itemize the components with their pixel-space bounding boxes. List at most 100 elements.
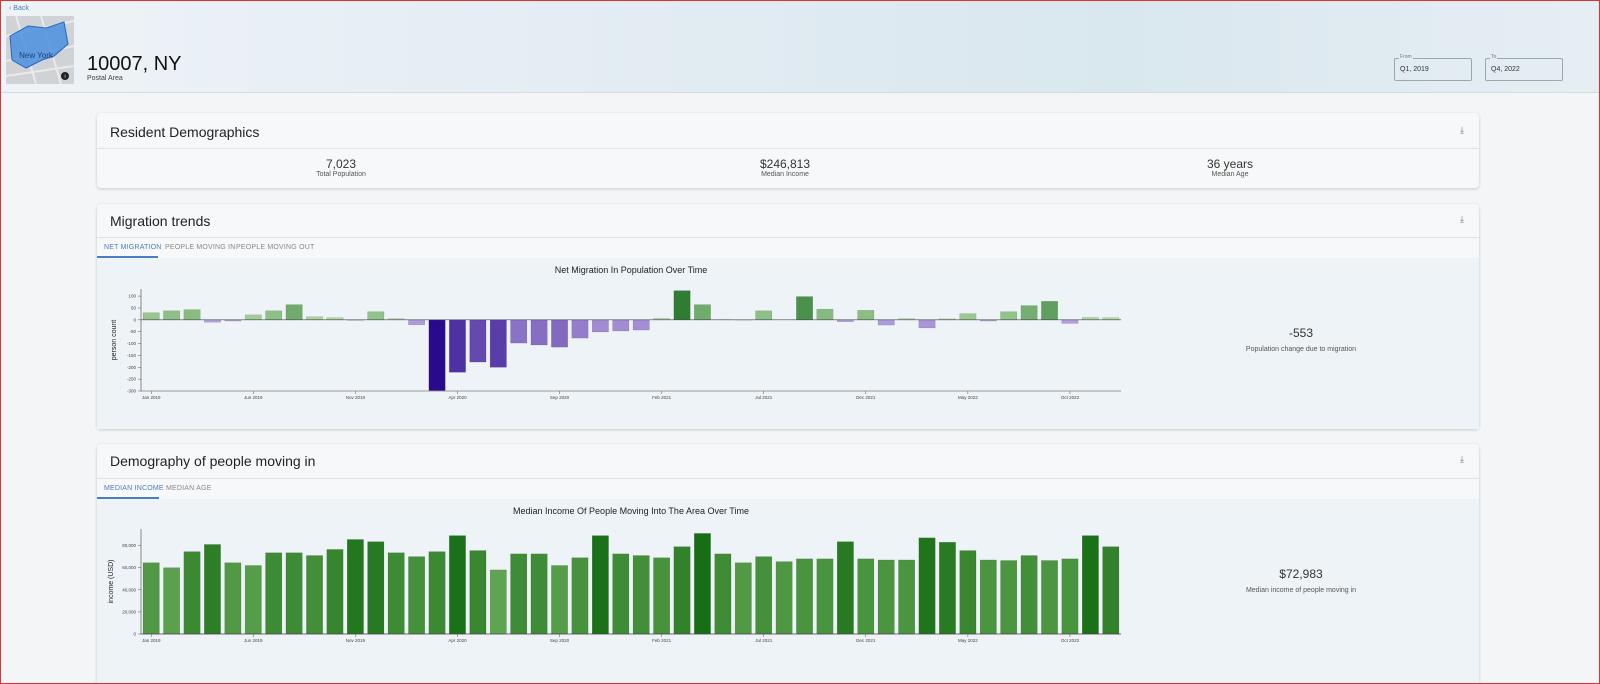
bar bbox=[265, 310, 283, 321]
bar bbox=[959, 550, 977, 635]
download-icon[interactable]: ⤓ bbox=[1460, 125, 1464, 135]
stat-value: $246,813 bbox=[759, 157, 811, 171]
bar bbox=[285, 552, 303, 635]
to-input[interactable]: To Q4, 2022 bbox=[1485, 54, 1563, 81]
x-tick-label: May 2022 bbox=[958, 638, 978, 643]
bar bbox=[326, 549, 344, 635]
bar bbox=[469, 319, 487, 363]
to-value: Q4, 2022 bbox=[1491, 66, 1520, 73]
x-tick-label: May 2022 bbox=[958, 395, 978, 400]
bar bbox=[1102, 317, 1120, 321]
bar bbox=[449, 319, 466, 373]
bar bbox=[632, 555, 650, 635]
bar bbox=[694, 304, 711, 321]
stat-value: 7,023 bbox=[325, 157, 357, 171]
bar bbox=[959, 313, 977, 321]
x-tick-label: Dec 2021 bbox=[856, 638, 876, 643]
bar bbox=[306, 316, 323, 321]
to-label: To bbox=[1490, 54, 1498, 60]
divider bbox=[97, 237, 1479, 238]
bar bbox=[1041, 301, 1058, 321]
bar bbox=[224, 562, 242, 635]
from-input[interactable]: From Q1, 2019 bbox=[1394, 54, 1472, 81]
bar bbox=[653, 557, 670, 635]
bar bbox=[1102, 546, 1120, 635]
bar bbox=[265, 552, 283, 635]
tab[interactable]: PEOPLE MOVING OUT bbox=[236, 244, 315, 251]
bar bbox=[142, 562, 160, 635]
y-tick-label: 0 bbox=[133, 632, 136, 637]
bar bbox=[1020, 555, 1038, 635]
bar bbox=[530, 553, 548, 635]
bar bbox=[387, 552, 405, 635]
bar bbox=[367, 541, 385, 635]
stat-label: Total Population bbox=[316, 171, 366, 178]
bar bbox=[326, 317, 344, 321]
bar bbox=[571, 557, 589, 635]
bar bbox=[489, 319, 507, 368]
summary-value: -553 bbox=[1289, 326, 1313, 340]
bar bbox=[612, 553, 630, 635]
x-tick-label: Sep 2020 bbox=[550, 638, 570, 643]
bar bbox=[918, 319, 936, 329]
bar bbox=[592, 535, 609, 635]
tab[interactable]: MEDIAN INCOME bbox=[104, 485, 164, 492]
bar bbox=[285, 304, 303, 321]
download-icon[interactable]: ⤓ bbox=[1460, 454, 1464, 464]
bar bbox=[1000, 560, 1018, 635]
bar bbox=[857, 310, 875, 321]
bar bbox=[1041, 560, 1058, 635]
bar bbox=[204, 544, 221, 635]
x-tick-label: Nov 2019 bbox=[346, 638, 366, 643]
x-tick-label: Jan 2019 bbox=[142, 638, 161, 643]
back-text[interactable]: Back bbox=[13, 5, 29, 12]
stat-label: Median Age bbox=[1211, 171, 1249, 178]
bar bbox=[877, 559, 895, 635]
tab-indicator bbox=[97, 497, 159, 499]
card-title: Migration trends bbox=[110, 213, 211, 229]
y-tick-label: -100 bbox=[127, 341, 137, 346]
x-tick-label: Apr 2020 bbox=[448, 638, 467, 643]
x-tick-label: Nov 2019 bbox=[346, 395, 366, 400]
bar bbox=[1020, 305, 1038, 321]
chart-title: Net Migration In Population Over Time bbox=[555, 265, 708, 275]
bar bbox=[612, 319, 630, 332]
y-tick-label: 20,000 bbox=[122, 609, 136, 614]
card-title: Resident Demographics bbox=[110, 124, 260, 140]
tab[interactable]: MEDIAN AGE bbox=[166, 485, 212, 492]
from-value: Q1, 2019 bbox=[1400, 66, 1429, 73]
bar bbox=[510, 553, 528, 635]
bar bbox=[796, 558, 813, 635]
summary-label: Population change due to migration bbox=[1246, 346, 1356, 353]
back-link[interactable]: ‹ Back bbox=[9, 5, 29, 12]
bar bbox=[244, 565, 262, 635]
bar bbox=[163, 310, 180, 321]
bar bbox=[551, 319, 568, 348]
bar bbox=[837, 541, 854, 635]
y-tick-label: 40,000 bbox=[122, 587, 136, 592]
bar bbox=[204, 319, 221, 323]
bar bbox=[939, 542, 956, 635]
tab[interactable]: NET MIGRATION bbox=[104, 244, 162, 251]
bar bbox=[408, 319, 425, 326]
y-tick-label: 60,000 bbox=[122, 565, 136, 570]
summary-label: Median income of people moving in bbox=[1246, 587, 1356, 594]
bar bbox=[551, 565, 568, 635]
bar bbox=[673, 546, 691, 635]
download-icon[interactable]: ⤓ bbox=[1460, 214, 1464, 224]
bar bbox=[469, 550, 487, 635]
bar bbox=[428, 551, 446, 635]
tab[interactable]: PEOPLE MOVING IN bbox=[165, 244, 236, 251]
y-tick-label: 100 bbox=[128, 294, 136, 299]
x-tick-label: Jun 2019 bbox=[244, 395, 263, 400]
bar bbox=[632, 319, 650, 331]
bar bbox=[1082, 535, 1099, 635]
bar bbox=[755, 310, 773, 321]
bar bbox=[571, 319, 589, 339]
from-label: From bbox=[1399, 54, 1413, 60]
divider bbox=[97, 148, 1479, 149]
bar bbox=[1061, 319, 1079, 324]
bar bbox=[408, 556, 425, 635]
bar bbox=[1082, 317, 1099, 321]
